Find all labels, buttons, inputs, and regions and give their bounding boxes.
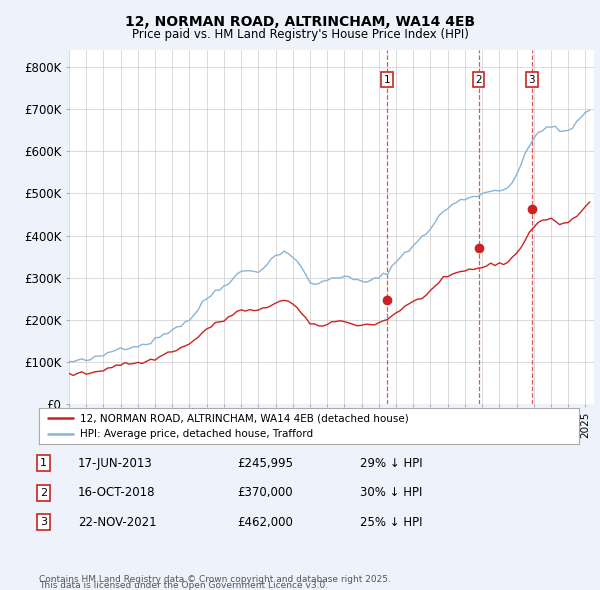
Text: 1: 1 [383,75,390,84]
Text: 30% ↓ HPI: 30% ↓ HPI [360,486,422,499]
Text: 12, NORMAN ROAD, ALTRINCHAM, WA14 4EB (detached house): 12, NORMAN ROAD, ALTRINCHAM, WA14 4EB (d… [79,413,408,423]
Text: 3: 3 [40,517,47,527]
Text: 17-JUN-2013: 17-JUN-2013 [78,457,153,470]
Text: Price paid vs. HM Land Registry's House Price Index (HPI): Price paid vs. HM Land Registry's House … [131,28,469,41]
Text: 3: 3 [529,75,535,84]
Text: 1: 1 [40,458,47,468]
Text: 12, NORMAN ROAD, ALTRINCHAM, WA14 4EB: 12, NORMAN ROAD, ALTRINCHAM, WA14 4EB [125,15,475,29]
Text: 29% ↓ HPI: 29% ↓ HPI [360,457,422,470]
Text: £370,000: £370,000 [237,486,293,499]
Text: 25% ↓ HPI: 25% ↓ HPI [360,516,422,529]
Text: 16-OCT-2018: 16-OCT-2018 [78,486,155,499]
Text: HPI: Average price, detached house, Trafford: HPI: Average price, detached house, Traf… [79,429,313,439]
Text: This data is licensed under the Open Government Licence v3.0.: This data is licensed under the Open Gov… [39,581,328,590]
Text: £462,000: £462,000 [237,516,293,529]
Text: 2: 2 [475,75,482,84]
Text: 22-NOV-2021: 22-NOV-2021 [78,516,157,529]
Text: £245,995: £245,995 [237,457,293,470]
Text: 2: 2 [40,488,47,497]
Text: Contains HM Land Registry data © Crown copyright and database right 2025.: Contains HM Land Registry data © Crown c… [39,575,391,584]
